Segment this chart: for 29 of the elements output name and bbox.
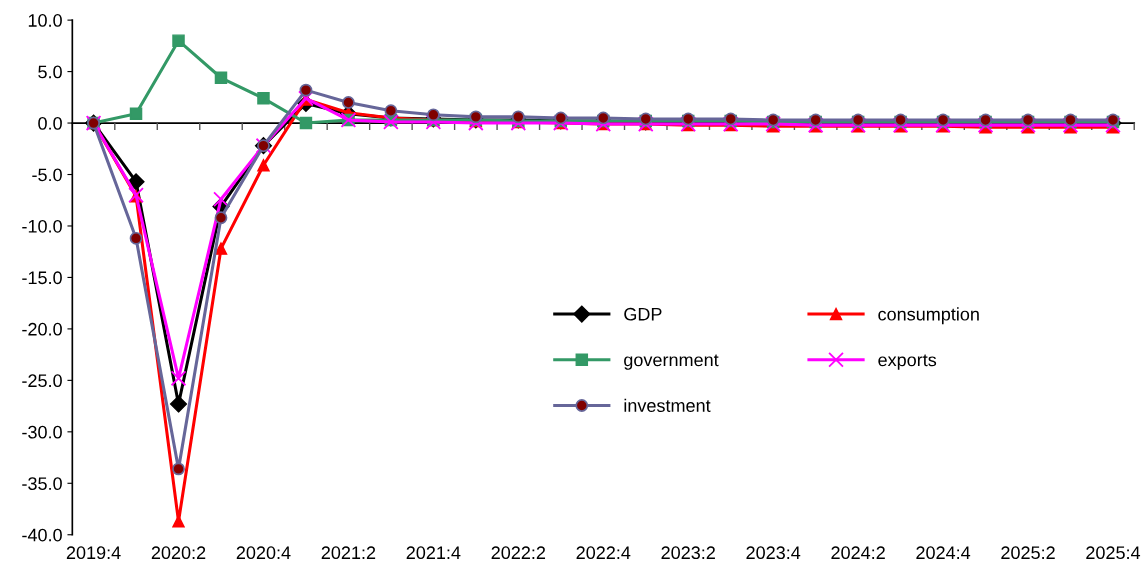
x-tick-label: 2020:2	[151, 546, 206, 560]
y-tick-label: -10.0	[22, 219, 62, 233]
x-tick-label: 2021:4	[406, 546, 461, 560]
x-tick-label: 2025:4	[1086, 546, 1141, 560]
legend-label: investment	[624, 398, 711, 413]
legend-label: exports	[878, 354, 937, 370]
x-tick-label: 2024:2	[831, 546, 885, 560]
y-tick-label: 5.0	[38, 65, 62, 79]
x-tick-label: 2020:4	[236, 546, 291, 560]
x-tick-label: 2021:2	[321, 546, 376, 560]
y-tick-label: -30.0	[22, 425, 62, 439]
y-tick-label: -20.0	[22, 322, 62, 336]
x-tick-label: 2025:2	[1001, 546, 1055, 560]
x-tick-label: 2022:2	[491, 546, 546, 560]
y-tick-label: -40.0	[22, 528, 62, 542]
x-tick-label: 2019:4	[66, 546, 121, 560]
y-tick-label: 0.0	[38, 116, 62, 130]
legend-label: consumption	[878, 307, 979, 325]
x-tick-label: 2023:2	[661, 546, 715, 560]
y-tick-label: -25.0	[22, 374, 62, 388]
legend-label: GDP	[624, 307, 662, 321]
x-tick-label: 2022:4	[576, 546, 631, 560]
y-tick-label: -5.0	[32, 168, 62, 182]
legend-label: government	[624, 354, 719, 370]
x-tick-label: 2024:4	[916, 546, 971, 560]
y-tick-label: -15.0	[22, 271, 62, 285]
y-tick-label: -35.0	[22, 477, 62, 491]
y-tick-label: 10.0	[28, 14, 62, 27]
x-tick-label: 2023:4	[746, 546, 801, 560]
